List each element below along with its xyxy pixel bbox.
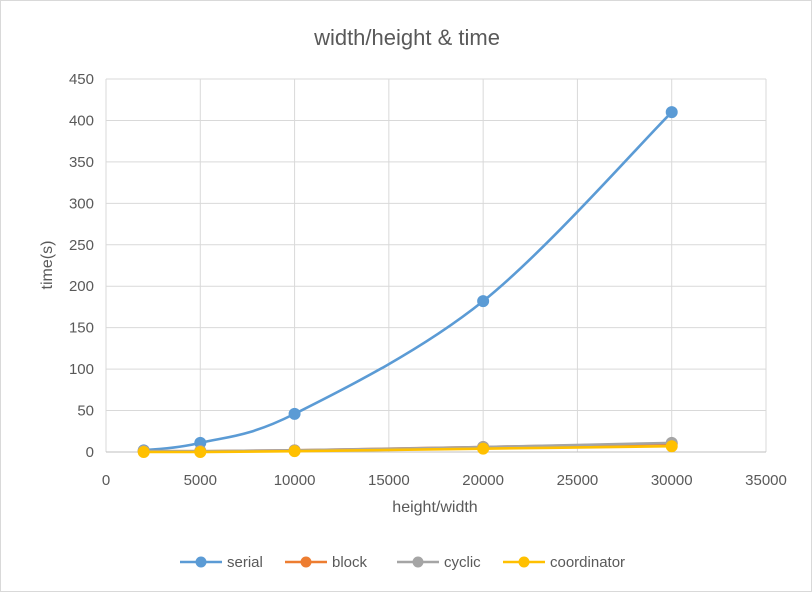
data-point-serial	[665, 106, 678, 119]
data-point-coordinator	[194, 446, 207, 458]
x-tick-label: 30000	[651, 472, 693, 489]
x-tick-label: 5000	[184, 472, 217, 489]
series-coordinator	[137, 440, 678, 458]
y-tick-label: 450	[69, 71, 94, 88]
data-point-coordinator	[288, 445, 301, 458]
legend-item-serial: serial	[180, 554, 263, 571]
y-tick-label: 200	[69, 278, 94, 295]
legend-item-block: block	[285, 554, 368, 571]
legend-label: serial	[227, 554, 263, 571]
y-tick-label: 100	[69, 361, 94, 378]
y-tick-label: 0	[86, 444, 94, 461]
data-point-coordinator	[137, 446, 150, 458]
legend-marker	[412, 556, 424, 568]
legend-marker	[518, 556, 530, 568]
x-tick-label: 35000	[745, 472, 787, 489]
series-serial	[137, 106, 678, 457]
legend-label: coordinator	[550, 554, 625, 571]
y-tick-label: 50	[77, 403, 94, 420]
x-tick-label: 0	[102, 472, 110, 489]
x-axis-title: height/width	[392, 499, 477, 516]
legend-label: cyclic	[444, 554, 481, 571]
chart-title: width/height & time	[313, 25, 500, 50]
legend: serial block cyclic coordinator	[180, 554, 625, 571]
data-point-serial	[477, 295, 490, 308]
y-tick-label: 250	[69, 237, 94, 254]
legend-item-cyclic: cyclic	[397, 554, 481, 571]
series-line-serial	[142, 110, 674, 452]
y-axis-title: time(s)	[39, 241, 56, 290]
data-point-serial	[288, 407, 301, 420]
data-point-coordinator	[477, 442, 490, 455]
y-tick-label: 300	[69, 195, 94, 212]
x-tick-label: 25000	[557, 472, 599, 489]
x-tick-label: 20000	[462, 472, 504, 489]
x-tick-label: 10000	[274, 472, 316, 489]
tick-labels: 0 50 100 150 200 250 300 350 400 450 0 5000 10000 150…	[69, 71, 787, 489]
y-tick-label: 400	[69, 112, 94, 129]
legend-item-coordinator: coordinator	[503, 554, 625, 571]
gridlines	[105, 78, 767, 452]
legend-marker	[195, 556, 207, 568]
x-tick-label: 15000	[368, 472, 410, 489]
y-tick-label: 150	[69, 320, 94, 337]
y-tick-label: 350	[69, 154, 94, 171]
series-lines	[137, 106, 678, 458]
data-point-coordinator	[665, 440, 678, 453]
series-line-coordinator	[142, 444, 674, 454]
legend-marker	[300, 556, 312, 568]
legend-label: block	[332, 554, 368, 571]
